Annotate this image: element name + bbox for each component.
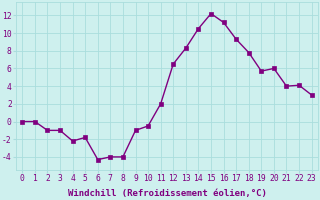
X-axis label: Windchill (Refroidissement éolien,°C): Windchill (Refroidissement éolien,°C)	[68, 189, 266, 198]
